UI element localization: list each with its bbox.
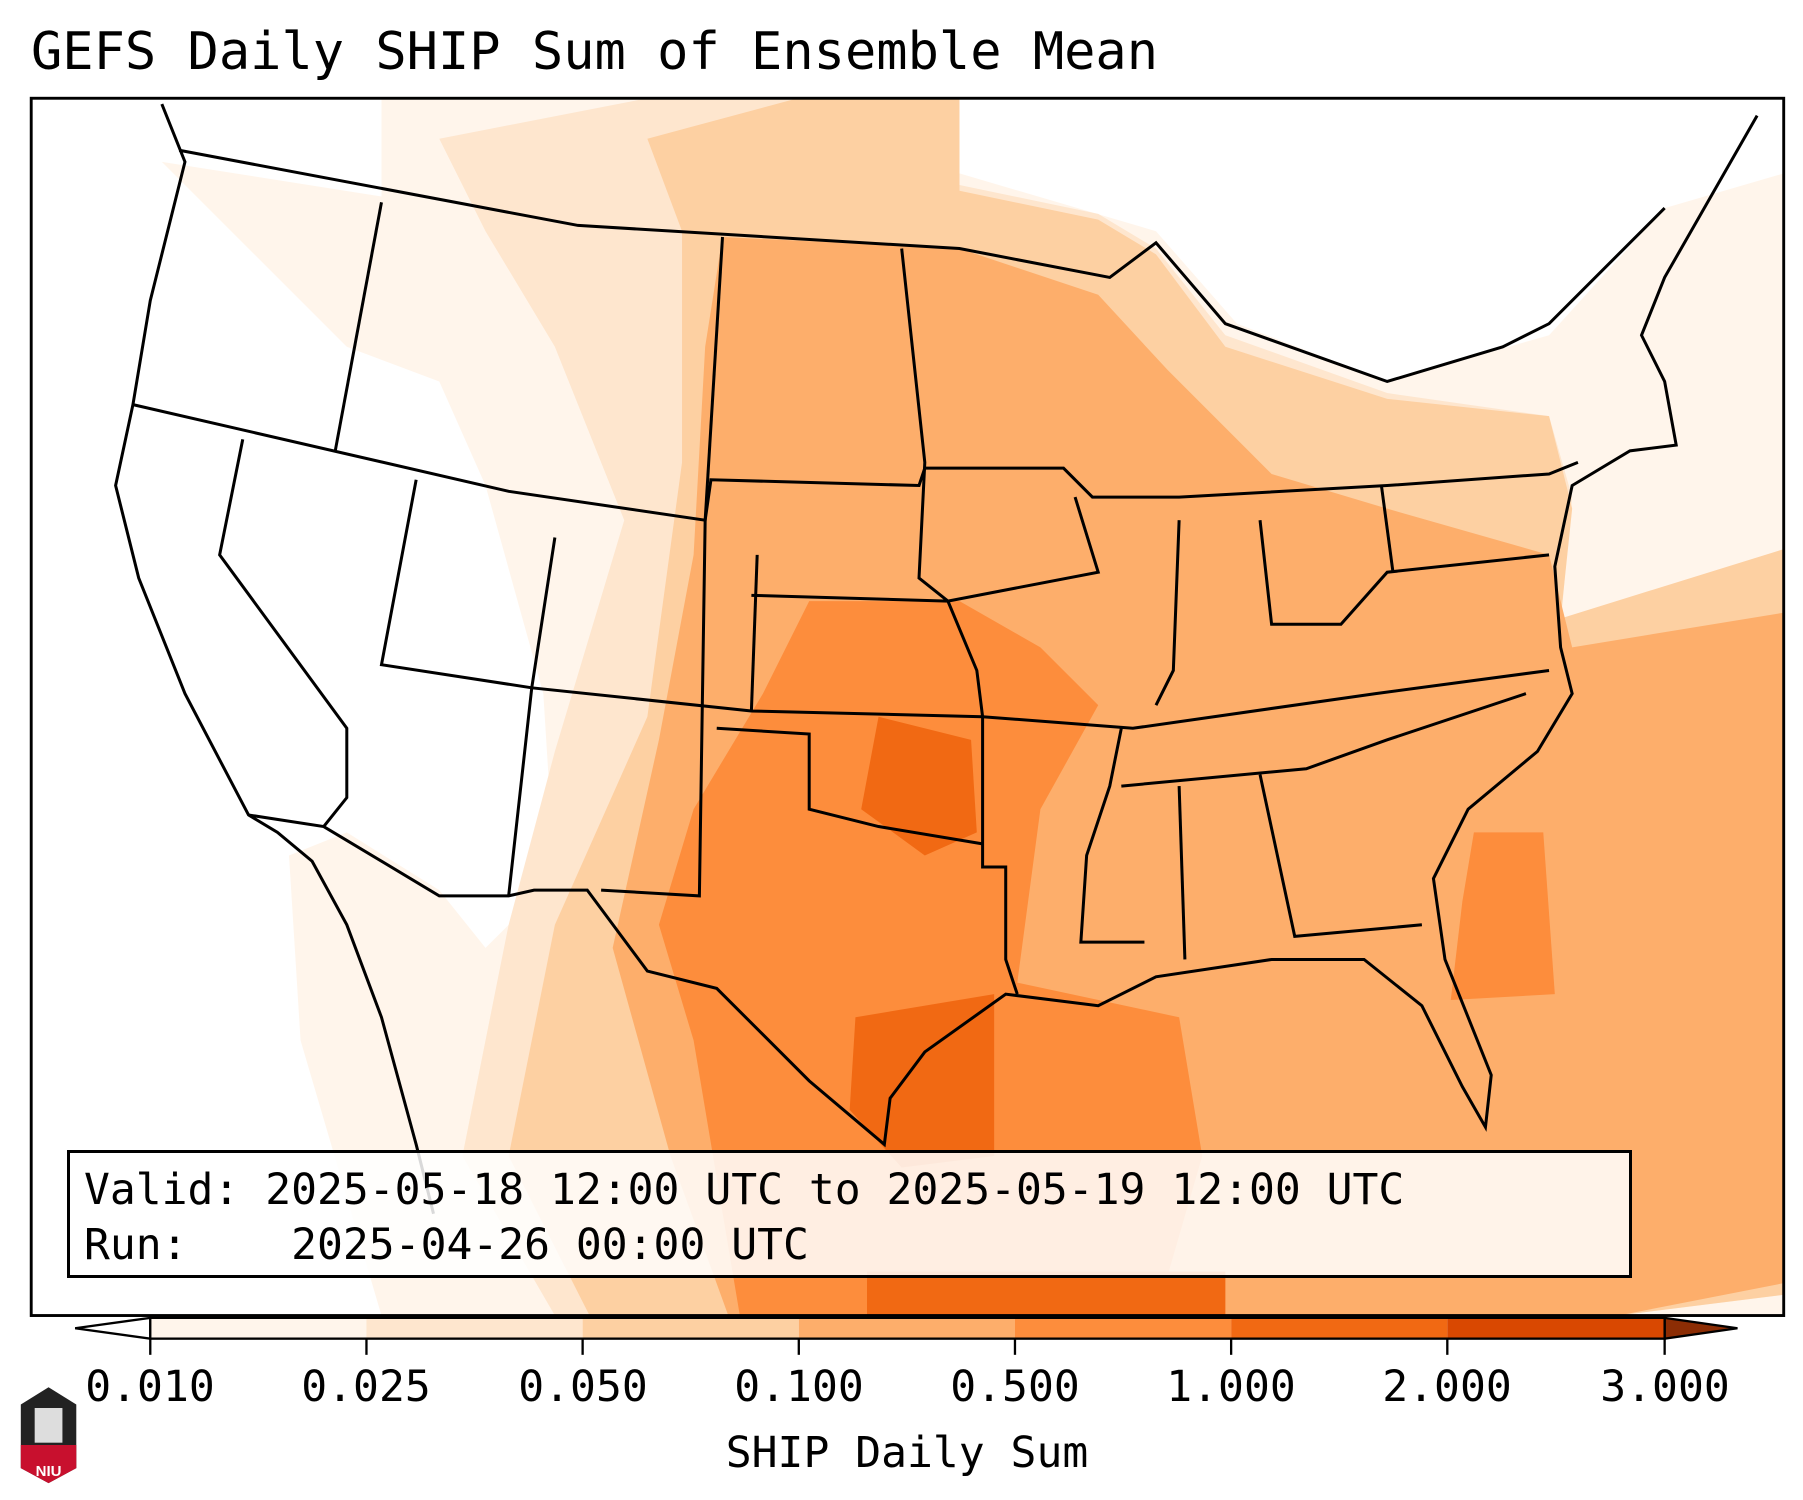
colorbar xyxy=(74,1316,1738,1355)
colorbar-bin-0 xyxy=(150,1317,367,1339)
colorbar-bin-5 xyxy=(1231,1317,1448,1339)
colorbar-tick-label: 3.000 xyxy=(1600,1362,1730,1412)
colorbar-tick-label: 0.100 xyxy=(734,1362,864,1412)
shade-1.000 xyxy=(861,716,977,856)
colorbar-over-triangle xyxy=(1663,1316,1738,1340)
colorbar-tick-label: 0.025 xyxy=(301,1362,431,1412)
colorbar-bin-1 xyxy=(366,1317,583,1339)
colorbar-bin-6 xyxy=(1447,1317,1665,1339)
map-frame xyxy=(29,96,1786,1317)
svg-text:NIU: NIU xyxy=(36,1463,62,1480)
colorbar-under-triangle xyxy=(74,1316,152,1340)
colorbar-bin-4 xyxy=(1014,1317,1232,1339)
colorbar-bin-3 xyxy=(798,1317,1015,1339)
run-value: 2025-04-26 00:00 UTC xyxy=(291,1220,809,1270)
shade-0.500-atlantic xyxy=(1450,832,1555,1000)
colorbar-tick-label: 2.000 xyxy=(1382,1362,1512,1412)
shade-1.000-south xyxy=(867,1271,1226,1316)
colorbar-tick-label: 0.500 xyxy=(950,1362,1080,1412)
colorbar-tick-label: 0.010 xyxy=(85,1362,215,1412)
shade-0.500 xyxy=(658,601,1203,1316)
colorbar-tick-label: 1.000 xyxy=(1166,1362,1296,1412)
boundaries xyxy=(114,103,1759,1215)
colorbar-bin-2 xyxy=(582,1317,799,1339)
valid-label: Valid: xyxy=(84,1165,240,1215)
niu-logo: NIU xyxy=(20,1387,77,1484)
colorbar-tick-label: 0.050 xyxy=(518,1362,648,1412)
run-label: Run: xyxy=(84,1220,188,1270)
valid-run-legend: Valid: 2025-05-18 12:00 UTC to 2025-05-1… xyxy=(67,1150,1632,1278)
ship-shading xyxy=(31,98,1784,1316)
colorbar-label: SHIP Daily Sum xyxy=(725,1428,1089,1478)
map-title: GEFS Daily SHIP Sum of Ensemble Mean xyxy=(31,22,1159,82)
valid-value: 2025-05-18 12:00 UTC to 2025-05-19 12:00… xyxy=(265,1165,1405,1215)
